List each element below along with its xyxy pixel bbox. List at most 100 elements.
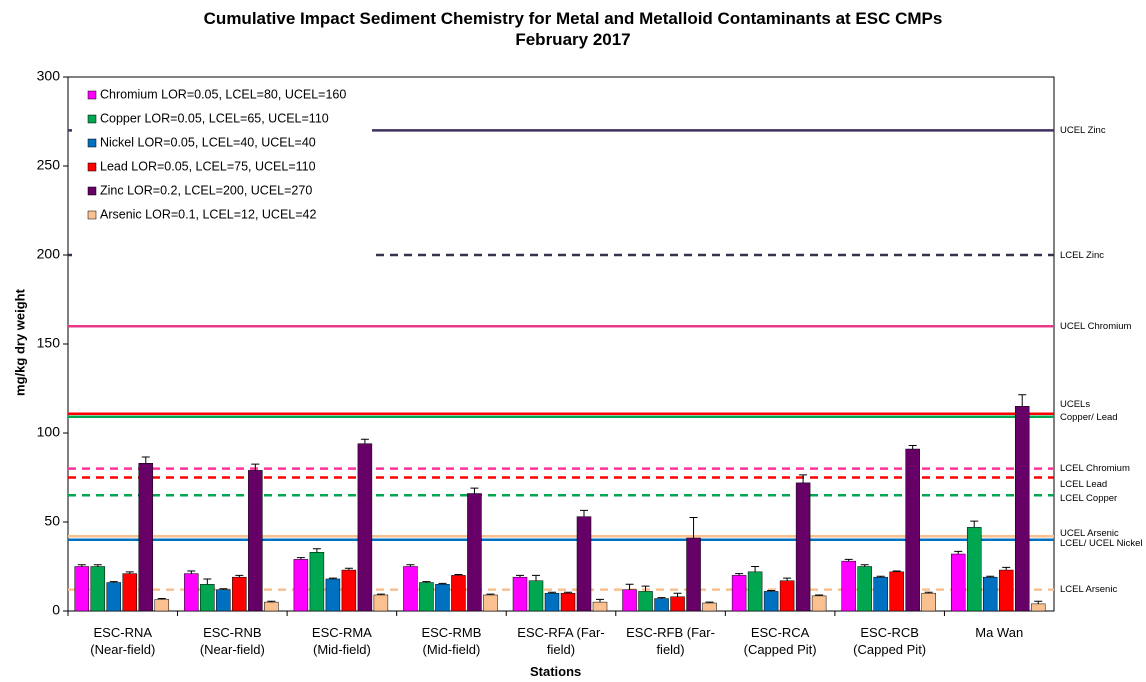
reference-label: UCEL Chromium: [1060, 320, 1132, 332]
x-axis-label: Stations: [530, 664, 582, 679]
x-tick-label: ESC-RNA (Near-field): [90, 625, 156, 657]
error-bar: [641, 585, 650, 592]
bar: [74, 566, 90, 612]
bar: [435, 584, 450, 612]
bar: [921, 592, 936, 612]
error-bar: [141, 456, 150, 464]
y-tick-label: 100: [37, 424, 61, 440]
error-bar: [486, 593, 495, 595]
bar: [763, 591, 779, 612]
error-bar: [954, 550, 963, 555]
bar: [154, 599, 170, 612]
error-bar: [908, 444, 917, 450]
y-tick-label: 200: [37, 246, 61, 262]
error-bar: [892, 570, 901, 572]
error-bar: [125, 571, 134, 574]
bar: [966, 527, 982, 612]
error-bar: [580, 509, 588, 517]
reference-label: LCEL Zinc: [1060, 249, 1104, 261]
bar: [216, 589, 231, 612]
error-bar: [815, 594, 824, 596]
y-tick-label: 250: [37, 157, 61, 173]
error-bar: [470, 487, 479, 494]
reference-label: LCEL Chromium: [1060, 463, 1130, 475]
bar: [560, 592, 576, 612]
bar: [638, 591, 653, 612]
error-bar: [783, 577, 792, 581]
error-bar: [625, 583, 634, 590]
error-bar: [219, 588, 228, 590]
bar: [512, 576, 528, 612]
bar: [200, 584, 215, 612]
bar: [1014, 406, 1030, 612]
reference-label: LCEL Copper: [1060, 492, 1118, 504]
bar: [544, 592, 560, 612]
error-bar: [438, 582, 447, 585]
bar: [309, 552, 325, 612]
reference-label: LCEL/ UCEL Nickel: [1060, 538, 1143, 550]
bar: [325, 578, 341, 612]
reference-label: LCEL Lead: [1060, 479, 1108, 490]
error-bar: [312, 548, 321, 553]
error-bar: [1018, 394, 1027, 407]
error-bar: [296, 557, 305, 560]
x-tick-label: ESC-RFA (Far- field): [517, 625, 605, 657]
error-bar: [767, 590, 776, 592]
bar: [451, 575, 466, 612]
error-bar: [406, 564, 415, 567]
error-bar: [157, 598, 166, 600]
error-bar: [924, 591, 933, 594]
error-bar: [689, 517, 698, 539]
bar: [873, 576, 888, 612]
error-bar: [1034, 600, 1043, 604]
error-bar: [705, 601, 714, 603]
bar: [528, 580, 544, 612]
legend-label: Lead LOR=0.05, LCEL=75, UCEL=110: [100, 159, 316, 173]
reference-label: UCEL Arsenic: [1060, 527, 1119, 539]
bar: [357, 443, 373, 612]
reference-label: LCEL Arsenic: [1060, 584, 1118, 596]
bar: [106, 582, 122, 612]
bar: [779, 580, 795, 612]
y-tick-label: 50: [44, 513, 60, 529]
x-tick-label: Ma Wan: [975, 625, 1024, 640]
error-bar: [516, 574, 524, 578]
bar: [686, 537, 701, 612]
bar: [403, 566, 418, 612]
y-axis-label: mg/kg dry weight: [12, 289, 28, 396]
legend-swatch: [87, 114, 97, 124]
x-tick-label: ESC-RNB (Near-field): [199, 625, 265, 657]
bar: [702, 602, 717, 612]
error-bar: [203, 578, 212, 585]
error-bar: [267, 600, 276, 603]
chart-title: Cumulative Impact Sediment Chemistry for…: [203, 9, 943, 49]
bar: [341, 569, 357, 612]
legend-label: Arsenic LOR=0.1, LCEL=12, UCEL=42: [100, 207, 316, 221]
error-bar: [751, 566, 760, 572]
bar: [670, 596, 685, 612]
error-bar: [548, 591, 556, 594]
error-bar: [532, 574, 540, 581]
error-bar: [596, 598, 604, 603]
error-bar: [235, 574, 244, 578]
bar: [622, 589, 637, 612]
x-tick-label: ESC-RFB (Far- field): [626, 625, 715, 657]
bar: [905, 448, 920, 612]
bar: [264, 601, 279, 612]
bar: [483, 594, 498, 612]
legend-swatch: [87, 138, 97, 148]
y-tick-label: 150: [37, 335, 61, 351]
error-bar: [109, 581, 118, 583]
bar: [373, 594, 389, 612]
legend-swatch: [87, 90, 97, 100]
reference-label: UCEL Zinc: [1060, 124, 1106, 136]
x-tick-label: ESC-RCB (Capped Pit): [853, 625, 927, 657]
bar: [654, 598, 669, 612]
error-bar: [844, 558, 853, 562]
x-tick-label: ESC-RCA (Capped Pit): [743, 625, 817, 657]
y-tick-label: 0: [52, 602, 60, 618]
legend-label: Zinc LOR=0.2, LCEL=200, UCEL=270: [100, 183, 312, 197]
error-bar: [360, 438, 369, 444]
error-bar: [328, 577, 337, 579]
